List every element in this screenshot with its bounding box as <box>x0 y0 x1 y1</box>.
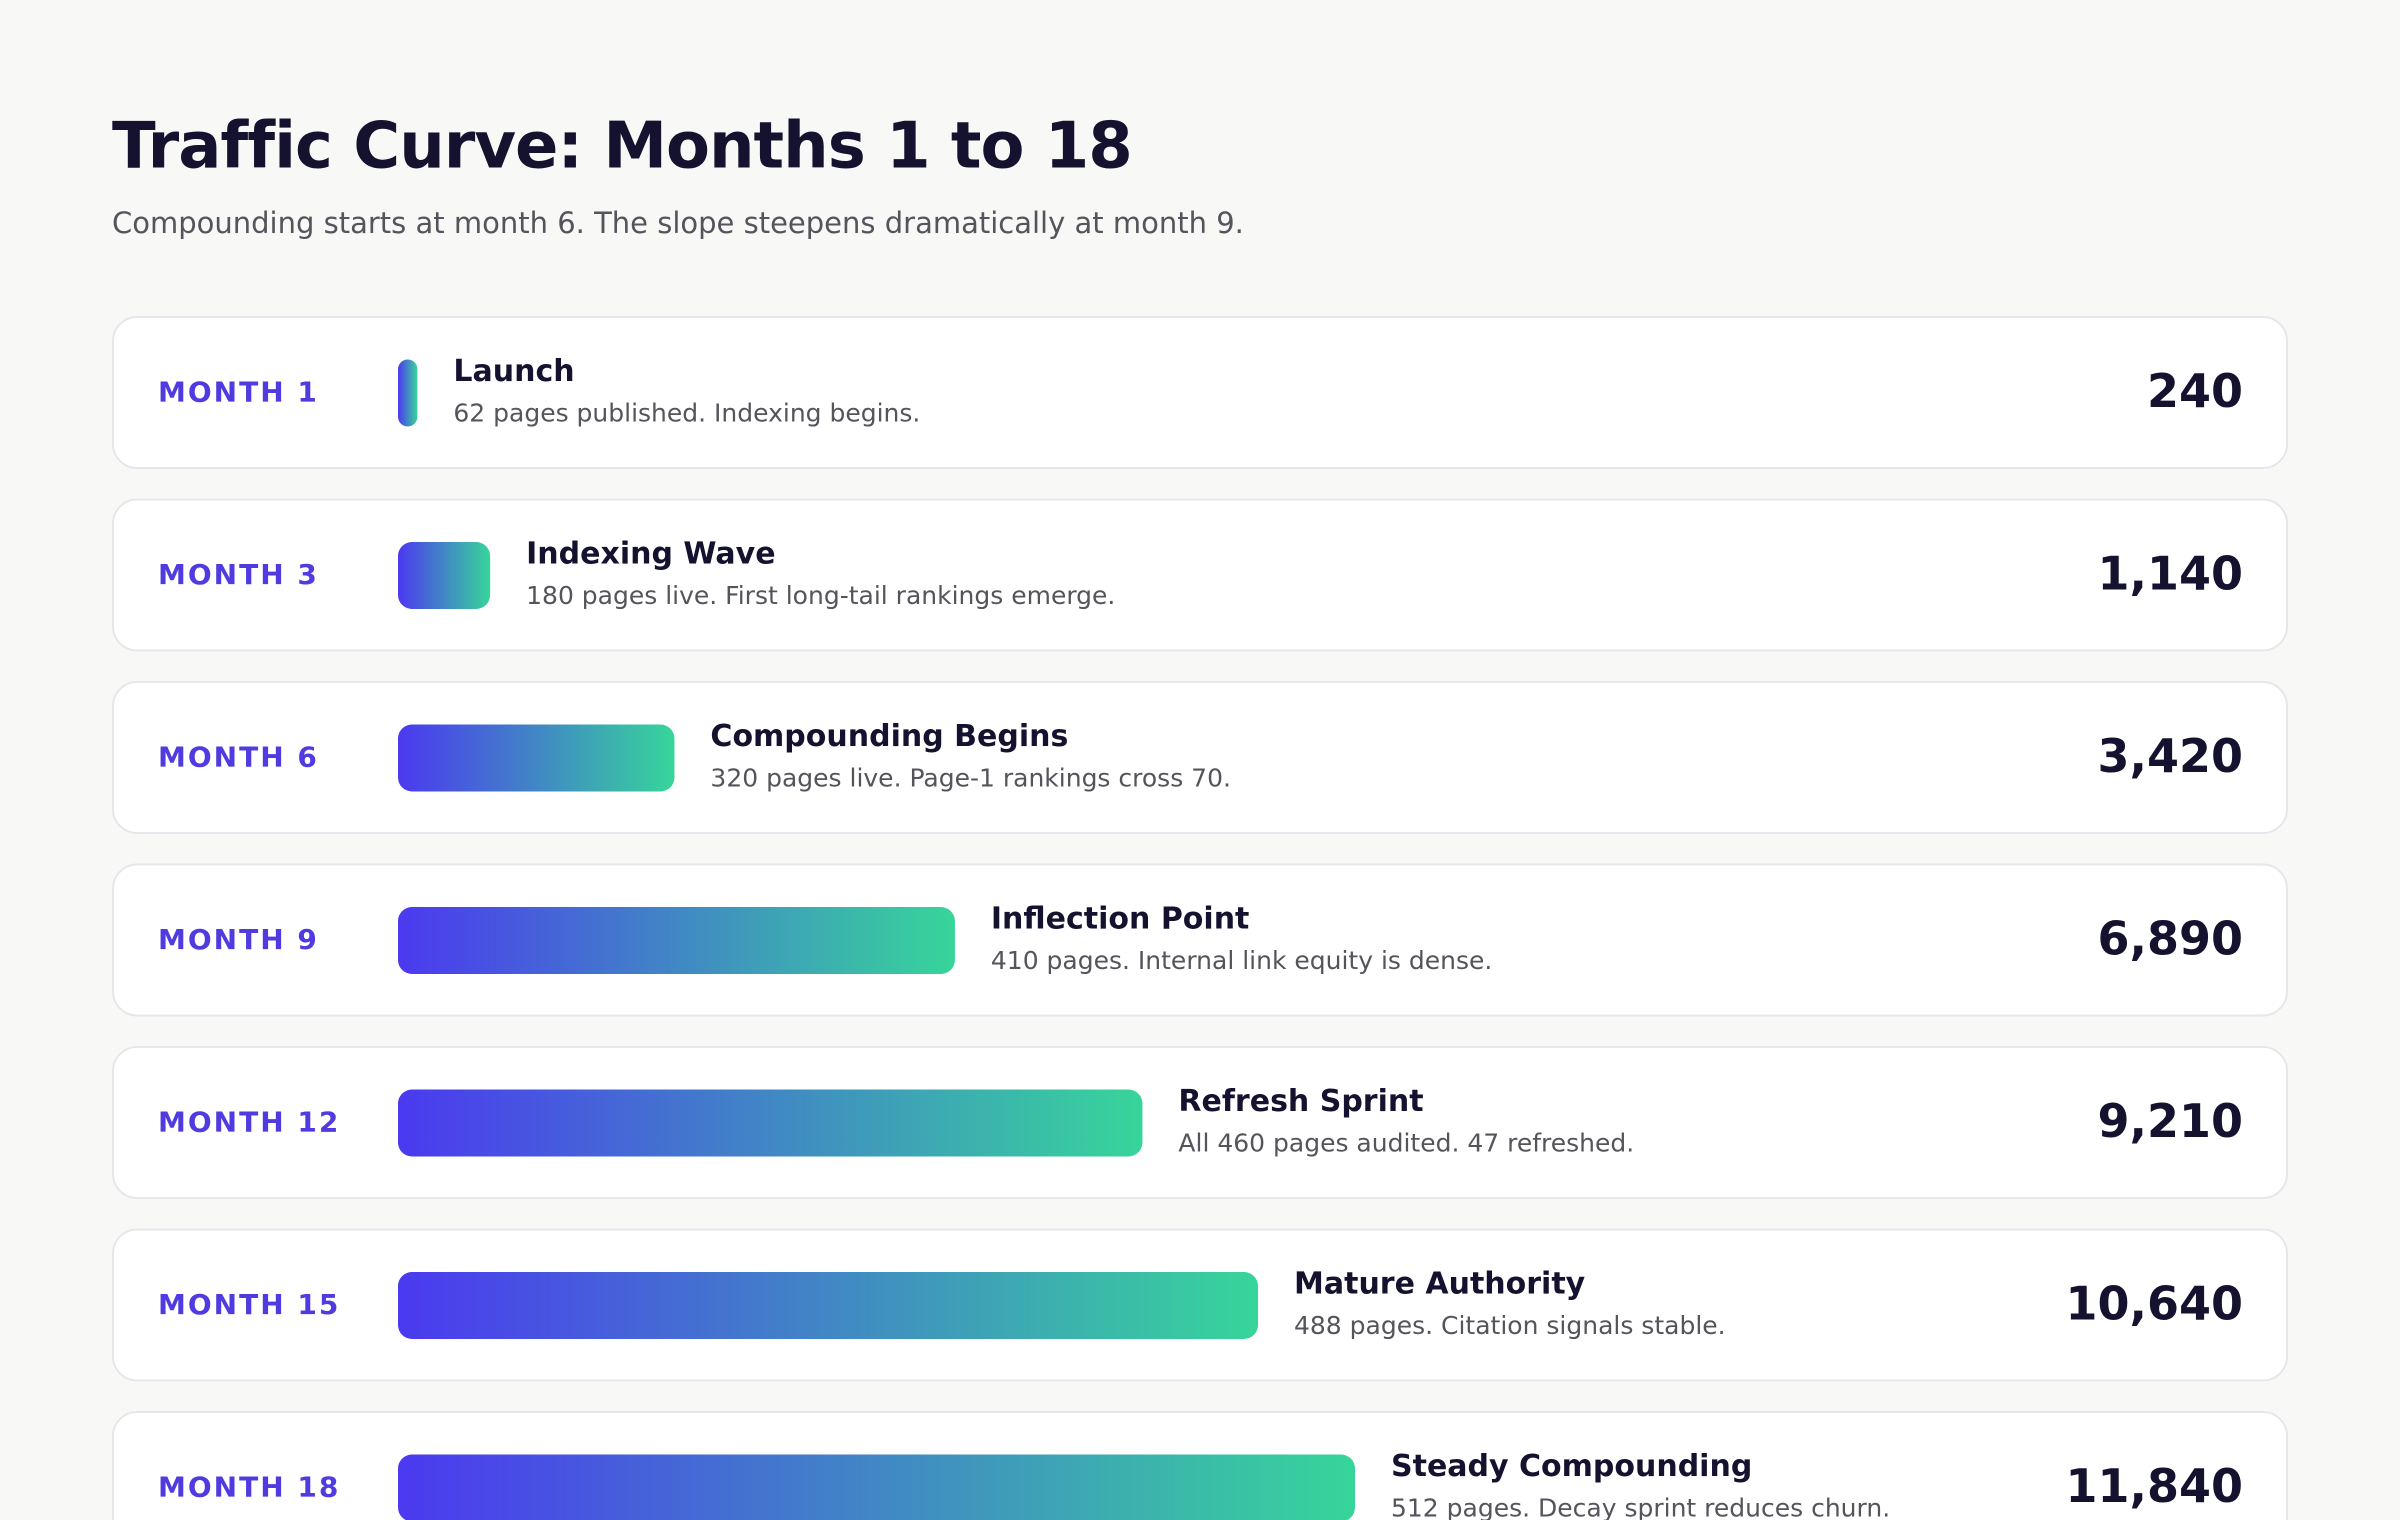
chart-title: Traffic Curve: Months 1 to 18 <box>112 110 1132 184</box>
chart-subtitle: Compounding starts at month 6. The slope… <box>112 206 1244 240</box>
month-label: MONTH 9 <box>158 923 319 956</box>
value-label: 11,840 <box>2065 1459 2243 1513</box>
bar <box>398 359 418 427</box>
bar <box>398 1272 1259 1339</box>
card <box>112 316 2288 469</box>
bar <box>398 907 955 974</box>
value-label: 6,890 <box>2097 912 2243 966</box>
milestone-description: All 460 pages audited. 47 refreshed. <box>1178 1129 1634 1158</box>
value-label: 240 <box>2147 364 2243 418</box>
milestone-description: 488 pages. Citation signals stable. <box>1294 1311 1726 1340</box>
card <box>112 498 2288 652</box>
milestone-description: 62 pages published. Indexing begins. <box>453 399 920 428</box>
milestone-title: Compounding Begins <box>710 719 1068 754</box>
milestone-title: Mature Authority <box>1294 1267 1586 1302</box>
milestone-title: Inflection Point <box>991 902 1250 937</box>
value-label: 3,420 <box>2097 729 2243 783</box>
month-label: MONTH 6 <box>158 741 319 774</box>
milestone-title: Steady Compounding <box>1391 1449 1752 1484</box>
milestone-description: 320 pages live. Page-1 rankings cross 70… <box>710 764 1231 793</box>
value-label: 1,140 <box>2097 547 2243 601</box>
month-label: MONTH 1 <box>158 376 319 409</box>
bar <box>398 1454 1355 1520</box>
card <box>112 681 2288 834</box>
month-label: MONTH 3 <box>158 558 319 591</box>
bar <box>398 1089 1143 1157</box>
milestone-description: 410 pages. Internal link equity is dense… <box>991 946 1492 975</box>
milestone-description: 180 pages live. First long-tail rankings… <box>526 581 1115 610</box>
month-label: MONTH 15 <box>158 1288 340 1321</box>
bar <box>398 724 675 792</box>
month-label: MONTH 18 <box>158 1471 340 1504</box>
card <box>112 1046 2288 1199</box>
milestone-title: Refresh Sprint <box>1178 1084 1423 1119</box>
value-label: 9,210 <box>2097 1094 2243 1148</box>
milestone-title: Launch <box>453 354 574 389</box>
card <box>112 863 2288 1017</box>
milestone-title: Indexing Wave <box>526 537 775 572</box>
value-label: 10,640 <box>2065 1277 2243 1331</box>
month-label: MONTH 12 <box>158 1106 340 1139</box>
bar <box>398 542 491 609</box>
milestone-description: 512 pages. Decay sprint reduces churn. <box>1391 1494 1890 1520</box>
